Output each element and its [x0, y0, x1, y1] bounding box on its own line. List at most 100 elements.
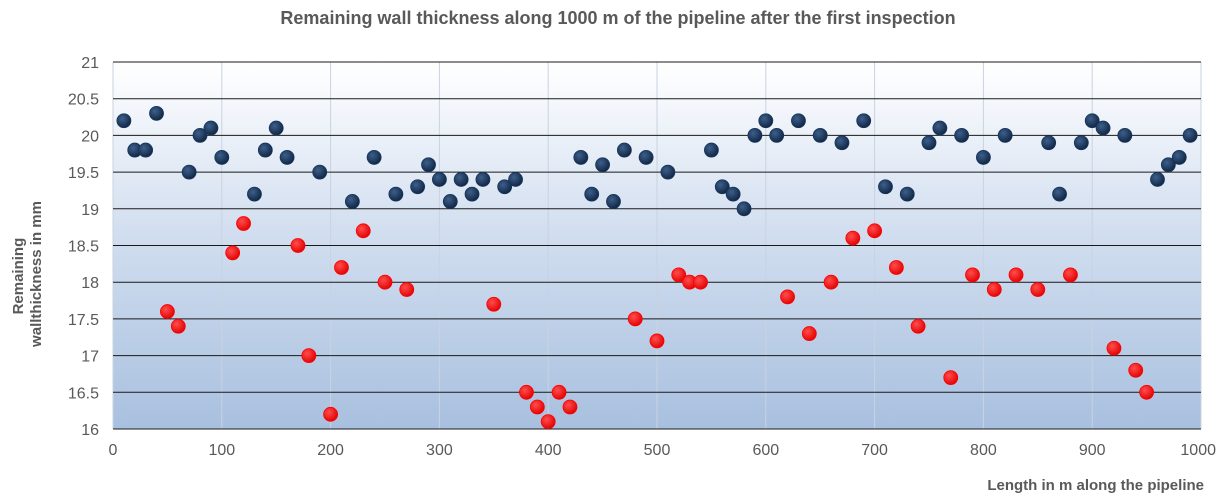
y-tick-label: 20: [81, 128, 99, 145]
x-axis-label: Length in m along the pipeline: [987, 477, 1204, 494]
data-point-red: [1030, 282, 1046, 297]
data-point-navy: [976, 150, 991, 165]
x-tick-label: 900: [1079, 442, 1106, 459]
data-point-red: [323, 406, 339, 422]
data-point-red: [290, 238, 306, 253]
data-point-navy: [279, 150, 295, 165]
x-tick-label: 500: [644, 442, 671, 459]
data-point-navy: [453, 172, 469, 187]
x-tick-label: 600: [752, 442, 779, 459]
y-axis-ticks: 16 16.5 17 17.5 18 18.5 19 19.5 20 20.5 21: [68, 55, 99, 439]
x-tick-label: 400: [535, 442, 562, 459]
data-point-red: [301, 348, 317, 364]
x-tick-label: 200: [317, 442, 344, 459]
data-point-red: [910, 318, 926, 334]
data-point-navy: [149, 105, 164, 121]
x-axis-ticks: 0 100 200 300 400 500 600 700 800 900 1000: [109, 442, 1217, 459]
data-point-red: [355, 223, 371, 239]
data-point-navy: [1117, 127, 1133, 143]
data-point-navy: [366, 150, 382, 165]
y-tick-label: 21: [81, 55, 99, 72]
data-point-red: [986, 282, 1002, 297]
data-point-navy: [421, 157, 436, 173]
data-point-navy: [638, 150, 654, 165]
data-point-red: [529, 399, 545, 415]
y-tick-label: 18: [81, 275, 99, 292]
data-point-red: [1106, 340, 1122, 356]
gridlines: [112, 61, 1202, 430]
data-point-navy: [1150, 172, 1165, 187]
data-point-red: [649, 333, 665, 349]
data-point-red: [888, 260, 904, 275]
data-point-navy: [431, 172, 447, 187]
chart-title: Remaining wall thickness along 1000 m of…: [280, 8, 955, 28]
data-point-red: [693, 274, 708, 290]
data-point-red: [671, 267, 687, 283]
data-point-navy: [442, 194, 458, 209]
data-point-navy: [410, 179, 426, 195]
data-point-red: [170, 318, 186, 334]
data-point-navy: [1182, 127, 1198, 143]
data-point-navy: [388, 186, 404, 202]
y-tick-label: 17: [81, 349, 99, 366]
data-point-red: [159, 304, 175, 319]
data-point-red: [236, 216, 251, 231]
data-point-navy: [1041, 135, 1057, 151]
data-point-red: [551, 384, 567, 400]
data-point-navy: [932, 120, 948, 136]
data-point-navy: [214, 150, 230, 165]
data-point-navy: [1095, 120, 1111, 136]
data-point-navy: [203, 120, 219, 136]
data-point-navy: [725, 186, 741, 202]
data-point-navy: [595, 157, 610, 173]
data-point-navy: [791, 113, 806, 129]
data-point-navy: [758, 113, 774, 129]
data-point-red: [627, 311, 643, 327]
data-points: [116, 105, 1198, 430]
y-axis-label-line-1: Remaining: [10, 238, 27, 315]
data-point-navy: [475, 172, 491, 187]
y-axis-label: Remaining wallthickness in mm: [10, 201, 45, 348]
data-point-red: [540, 414, 556, 430]
data-point-red: [867, 223, 882, 239]
data-point-navy: [257, 142, 273, 158]
data-point-navy: [584, 186, 600, 202]
data-point-navy: [116, 113, 132, 129]
data-point-navy: [497, 179, 513, 195]
data-point-red: [377, 274, 393, 290]
data-point-navy: [769, 127, 785, 143]
data-point-red: [1063, 267, 1078, 283]
data-point-navy: [921, 135, 937, 151]
data-point-navy: [268, 120, 284, 136]
data-point-navy: [1084, 113, 1100, 129]
data-point-navy: [899, 186, 915, 202]
data-point-red: [562, 399, 578, 415]
data-point-red: [801, 326, 817, 341]
y-tick-label: 19.5: [68, 165, 99, 182]
data-point-red: [965, 267, 980, 283]
data-point-navy: [878, 179, 893, 195]
x-tick-label: 100: [208, 442, 235, 459]
y-tick-label: 19: [81, 202, 99, 219]
data-point-red: [1128, 362, 1144, 378]
data-point-navy: [660, 164, 676, 180]
data-point-navy: [704, 142, 719, 158]
data-point-red: [1139, 384, 1154, 400]
data-point-navy: [344, 194, 360, 209]
data-point-red: [845, 230, 861, 246]
data-point-red: [225, 245, 241, 261]
data-point-red: [399, 282, 415, 297]
x-tick-label: 700: [861, 442, 888, 459]
data-point-navy: [954, 127, 970, 143]
data-point-red: [1008, 267, 1024, 283]
y-tick-label: 17.5: [68, 312, 99, 329]
data-point-red: [823, 274, 839, 290]
data-point-navy: [1052, 186, 1067, 202]
data-point-navy: [1160, 157, 1176, 173]
data-point-navy: [714, 179, 730, 195]
y-tick-label: 18.5: [68, 239, 99, 256]
y-tick-label: 16.5: [68, 385, 99, 402]
data-point-navy: [1171, 150, 1187, 165]
data-point-navy: [573, 150, 589, 165]
data-point-red: [943, 370, 959, 386]
